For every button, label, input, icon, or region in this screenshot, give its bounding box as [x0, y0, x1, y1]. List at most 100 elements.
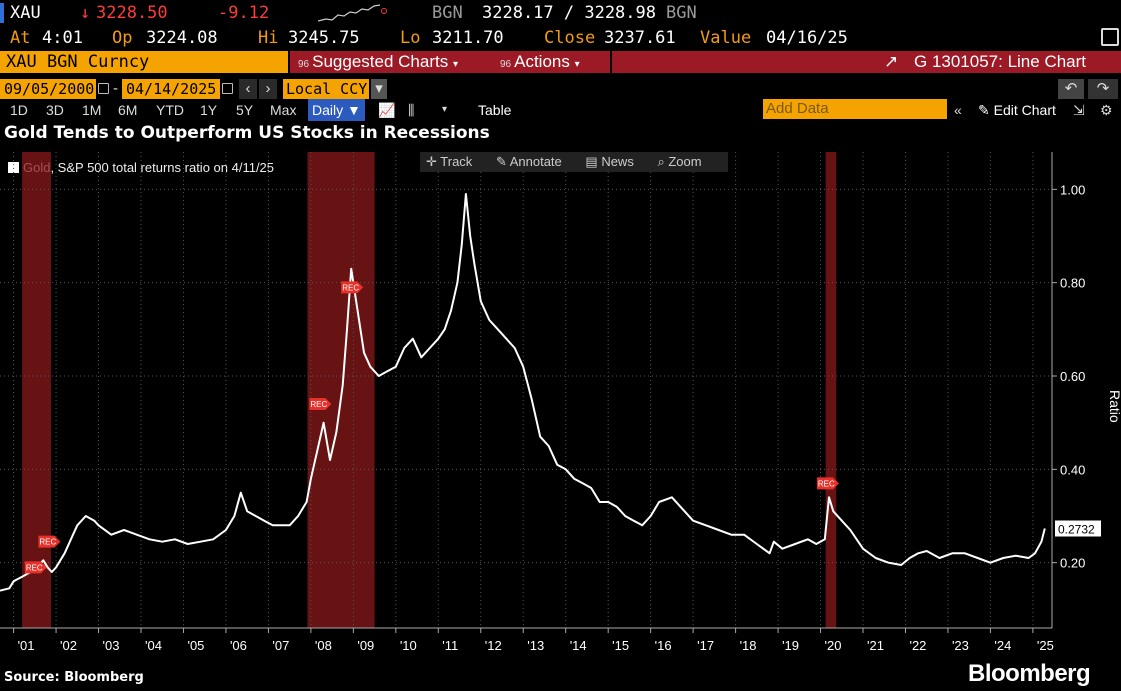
track-label: Track [440, 154, 473, 169]
recession-band-0 [22, 152, 51, 628]
last-value-label: 0.2732 [1058, 523, 1095, 537]
chart-title: Gold Tends to Outperform US Stocks in Re… [4, 123, 490, 143]
news-label: News [601, 154, 634, 169]
x-tick-label-11: '12 [485, 638, 502, 653]
brand-text: Bloomberg [968, 660, 1091, 687]
rec-marker-label-0: REC [26, 563, 43, 572]
add-data-input[interactable]: Add Data [763, 99, 947, 119]
track-button[interactable]: ✛ Track [426, 154, 473, 169]
tab-1m[interactable]: 1M [82, 102, 102, 118]
x-tick-label-2: '03 [103, 638, 120, 653]
x-tick-label-19: '20 [825, 638, 842, 653]
tab-max[interactable]: Max [270, 102, 297, 118]
open-label: Op [112, 28, 133, 48]
frequency-select[interactable]: Daily ▼ [308, 99, 365, 121]
calendar-icon[interactable] [98, 83, 109, 94]
annotate-button[interactable]: ✎ Annotate [495, 154, 562, 169]
tab-3d[interactable]: 3D [46, 102, 64, 118]
x-tick-label-5: '06 [230, 638, 247, 653]
chart-toolbar: ✛ Track ✎ Annotate ▤ News ⌕ Zoom [420, 152, 728, 172]
legend: Gold, S&P 500 total returns ratio on 4/1… [8, 160, 274, 175]
tab-ytd[interactable]: YTD [156, 102, 184, 118]
x-tick-label-23: '24 [994, 638, 1011, 653]
suggested-num: 96 [298, 59, 310, 70]
ticker-marker [0, 3, 4, 23]
x-tick-label-13: '14 [570, 638, 587, 653]
undo-button[interactable]: ↶ [1058, 79, 1084, 99]
close-value: 3237.61 [604, 28, 676, 48]
y-tick-label-0: 1.00 [1060, 182, 1085, 197]
x-tick-label-18: '19 [782, 638, 799, 653]
y-axis-label: Ratio [1107, 390, 1121, 423]
legend-label: Gold, S&P 500 total returns ratio on 4/1… [23, 160, 275, 175]
x-tick-label-10: '11 [442, 638, 458, 653]
value-date: 04/16/25 [766, 28, 848, 48]
y-tick-label-2: 0.60 [1060, 369, 1085, 384]
rec-marker-2 [309, 398, 332, 410]
table-button[interactable]: Table [478, 102, 512, 118]
hi-value: 3245.75 [288, 28, 360, 48]
suggested-charts-button[interactable]: 96 Suggested Charts ▾ [298, 52, 458, 71]
currency-select[interactable]: Local CCY [283, 79, 369, 99]
settings-gear-icon[interactable]: ⚙ [1100, 102, 1113, 118]
rec-marker-label-2: REC [310, 400, 327, 409]
zoom-label: Zoom [668, 154, 702, 169]
menu-bar: 96 Suggested Charts ▾ 96 Actions ▾ [290, 51, 610, 73]
x-tick-label-7: '08 [315, 638, 332, 653]
tab-6m[interactable]: 6M [118, 102, 138, 118]
news-button[interactable]: ▤ News [585, 154, 634, 169]
x-tick-label-3: '04 [145, 638, 162, 653]
date-dash: - [113, 80, 118, 97]
actions-button[interactable]: 96 Actions ▾ [500, 52, 580, 71]
x-tick-label-21: '22 [909, 638, 926, 653]
next-range-button[interactable]: › [259, 79, 277, 99]
x-tick-label-16: '17 [697, 638, 714, 653]
x-tick-label-20: '21 [867, 638, 884, 653]
currency-dropdown-icon[interactable]: ▾ [371, 79, 387, 99]
last-price: 3228.50 [96, 3, 168, 23]
rec-marker-label-1: REC [39, 538, 56, 547]
edit-chart-button[interactable]: ✎ Edit Chart [978, 102, 1056, 118]
calendar-icon-2[interactable] [222, 83, 233, 94]
lo-value: 3211.70 [432, 28, 504, 48]
x-tick-label-9: '10 [400, 638, 417, 653]
price-down-arrow-icon: ↓ [80, 3, 91, 23]
lo-label: Lo [400, 28, 421, 48]
prev-range-button[interactable]: ‹ [239, 79, 257, 99]
x-tick-label-22: '23 [952, 638, 969, 653]
tab-1d[interactable]: 1D [10, 102, 28, 118]
close-label: Close [544, 28, 596, 48]
menu-row: XAU BGN Curncy 96 Suggested Charts ▾ 96 Ac… [0, 51, 1121, 73]
external-link-icon[interactable]: ↗ [884, 52, 899, 71]
price-source-2: BGN [666, 3, 697, 23]
end-date-input[interactable]: 04/14/2025 [122, 79, 220, 99]
tab-1y[interactable]: 1Y [200, 102, 218, 118]
x-tick-label-8: '09 [357, 638, 374, 653]
suggested-label: Suggested Charts [312, 52, 449, 71]
line-chart-icon[interactable]: 📈 [378, 102, 396, 118]
tab-5y[interactable]: 5Y [236, 102, 254, 118]
chart-type-dropdown-icon[interactable]: ▾ [442, 104, 448, 115]
collapse-icon[interactable]: « [954, 102, 962, 118]
bar-style-icon[interactable]: ⫼ [408, 102, 415, 118]
chart-id: G 1301057: Line Chart [914, 52, 1087, 71]
edit-chart-label: Edit Chart [993, 102, 1056, 118]
x-tick-label-17: '18 [740, 638, 757, 653]
zoom-icon[interactable]: ⇲ [1073, 102, 1085, 118]
period-row: 1D 3D 1M 6M YTD 1Y 5Y Max Daily ▼ 📈 ⫼ ▾ … [0, 99, 1121, 121]
y-tick-label-3: 0.40 [1060, 462, 1085, 477]
rec-marker-1 [38, 535, 61, 548]
rec-marker-label-3: REC [342, 283, 359, 292]
source-note: Source: Bloomberg [4, 670, 144, 685]
line-chart[interactable]: 1.00 0.80 0.60 0.40 0.20 '01 '02 '03 '04 '05 '06 '0… [0, 150, 1121, 660]
x-tick-label-15: '16 [655, 638, 672, 653]
ticker[interactable]: XAU [10, 3, 41, 23]
zoom-button[interactable]: ⌕ Zoom [657, 154, 702, 169]
pop-out-icon[interactable] [1101, 28, 1119, 46]
redo-button[interactable]: ↷ [1088, 79, 1118, 99]
hi-label: Hi [258, 28, 279, 48]
actions-num: 96 [500, 59, 512, 70]
security-field[interactable]: XAU BGN Curncy [0, 51, 288, 73]
start-date-input[interactable]: 09/05/2000 [0, 79, 96, 99]
date-range-row: 09/05/2000 - 04/14/2025 ‹ › Local CCY ▾ … [0, 79, 1121, 99]
